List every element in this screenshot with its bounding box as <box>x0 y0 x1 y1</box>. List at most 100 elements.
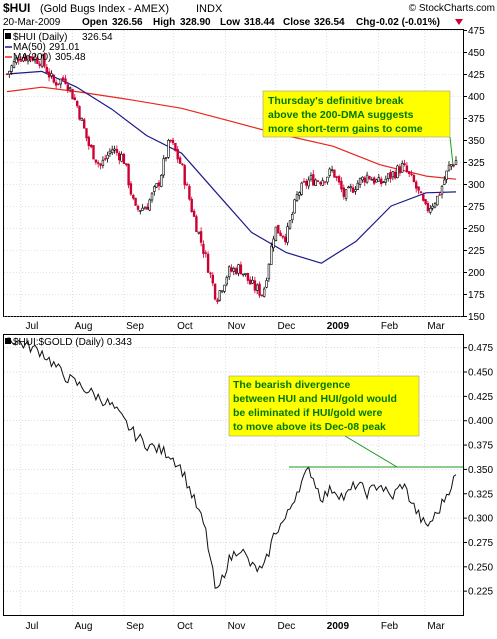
candle-body <box>375 179 378 183</box>
candle-body <box>17 58 20 61</box>
candle-body <box>213 283 217 300</box>
candle-body <box>223 284 226 292</box>
candle-body <box>33 56 37 62</box>
candle-body <box>64 78 67 84</box>
ratio-x-tick-label: Feb <box>381 621 399 632</box>
candle-body <box>115 148 119 153</box>
candle-body <box>403 163 406 166</box>
price-panel-frame <box>3 29 464 317</box>
candle-body <box>232 268 235 272</box>
ma50-series <box>6 70 457 264</box>
candle-body <box>230 267 233 272</box>
candle-body <box>52 74 56 83</box>
candle-body <box>277 224 280 234</box>
price-x-tick-label: Aug <box>75 321 93 332</box>
price-annotation: Thursday's definitive break above the 20… <box>262 90 454 166</box>
candle-body <box>220 290 224 293</box>
ratio-legend: $HUI:$GOLD (Daily) 0.343 <box>5 337 132 348</box>
legend-swatch-hui <box>5 33 11 39</box>
hui-gold-ratio-line <box>6 337 457 589</box>
candle-body <box>216 299 219 302</box>
candle-body <box>253 280 257 291</box>
legend-hui-value: 326.54 <box>82 32 113 43</box>
candle-body <box>171 139 175 144</box>
price-y-tick-label: 200 <box>468 268 485 279</box>
candle-body <box>185 184 189 186</box>
candle-body <box>429 208 432 213</box>
price-x-tick-label: Nov <box>228 321 246 332</box>
candle-body <box>97 162 100 164</box>
price-legend: $HUI (Daily) 326.54 MA(50) 291.01 MA(200… <box>5 32 113 63</box>
candle-body <box>274 226 278 241</box>
candle-body <box>244 273 247 275</box>
candle-body <box>47 71 51 78</box>
candle-body <box>68 87 72 90</box>
candle-body <box>246 272 250 281</box>
candle-body <box>202 243 205 254</box>
ratio-x-tick-label: Mar <box>427 621 445 632</box>
candle-body <box>372 177 376 184</box>
candle-body <box>260 294 264 296</box>
candle-body <box>108 150 112 154</box>
chg-label: Chg <box>356 17 375 28</box>
candle-body <box>197 231 200 234</box>
annotation-bottom-line-2: between HUI and HUI/gold would <box>233 393 397 405</box>
candle-body <box>162 158 165 176</box>
candle-body <box>410 173 413 176</box>
ma200-line <box>6 86 457 180</box>
candle-body <box>57 83 60 85</box>
price-y-tick-label: 175 <box>468 290 485 301</box>
candle-body <box>370 179 373 181</box>
candle-body <box>356 182 359 190</box>
price-y-ticks: 475 450 425 400 375 350 325 300 275 250 225 200 175 1… <box>463 26 485 323</box>
candle-body <box>405 165 409 173</box>
candle-body <box>330 169 334 171</box>
candle-body <box>176 149 179 160</box>
candle-body <box>40 55 44 67</box>
candle-body <box>333 169 336 178</box>
candle-body <box>8 70 11 75</box>
candle-body <box>195 216 198 233</box>
price-y-tick-label: 425 <box>468 70 485 81</box>
ratio-y-tick-label: 0.250 <box>468 562 493 573</box>
candle-body <box>447 164 451 171</box>
candle-body <box>414 181 418 189</box>
candle-body <box>363 177 366 183</box>
close-label: Close <box>283 17 311 28</box>
ma200-series <box>6 86 457 180</box>
candle-body <box>321 180 324 186</box>
candle-body <box>340 180 343 190</box>
ratio-x-tick-label: Aug <box>75 621 93 632</box>
candle-body <box>38 63 41 66</box>
candle-body <box>431 205 434 209</box>
candle-body <box>87 136 91 147</box>
candle-body <box>66 84 70 91</box>
candle-body <box>323 181 327 183</box>
candle-body <box>211 274 214 284</box>
candle-body <box>10 65 13 72</box>
candle-body <box>113 148 116 151</box>
price-x-tick-label: Sep <box>126 321 144 332</box>
price-x-tick-label: Jul <box>26 321 39 332</box>
candle-body <box>319 182 322 185</box>
high-label: High <box>153 17 175 28</box>
candle-body <box>412 175 416 183</box>
candle-body <box>424 199 427 205</box>
candle-body <box>286 226 289 243</box>
candle-body <box>291 214 294 221</box>
candle-body <box>270 245 273 265</box>
candle-body <box>251 279 254 284</box>
ratio-x-tick-label: Sep <box>126 621 144 632</box>
down-arrow-icon <box>455 19 463 25</box>
ratio-annotation: The bearish divergence between HUI and H… <box>228 375 463 468</box>
candle-body <box>104 158 107 160</box>
candle-body <box>300 182 303 195</box>
exchange-label: INDX <box>196 3 223 15</box>
price-y-tick-label: 350 <box>468 136 485 147</box>
candle-body <box>157 182 161 187</box>
candle-body <box>43 53 46 67</box>
annotation-pointer-line-bottom <box>344 435 398 468</box>
price-y-tick-label: 475 <box>468 26 485 37</box>
price-y-tick-label: 250 <box>468 224 485 235</box>
